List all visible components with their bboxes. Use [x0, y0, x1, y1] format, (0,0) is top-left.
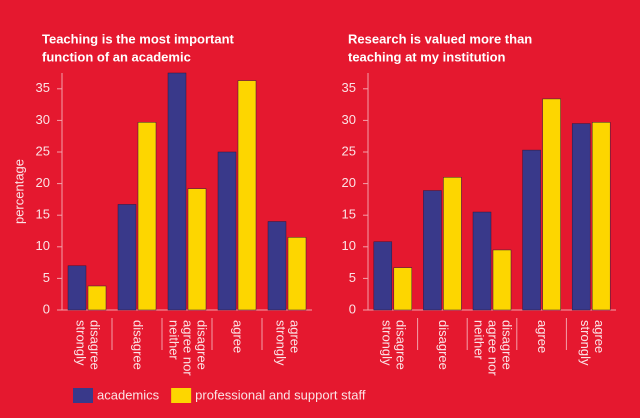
x-tick-label: strongly — [274, 320, 289, 366]
y-tick-label: 25 — [342, 143, 356, 158]
y-tick-label: 15 — [342, 207, 356, 222]
x-tick-label: agree — [592, 320, 607, 353]
x-tick-label: strongly — [578, 320, 593, 366]
x-tick-label: strongly — [74, 320, 89, 366]
y-tick-label: 35 — [36, 80, 50, 95]
bar — [542, 98, 561, 311]
x-tick-label: neither — [472, 320, 487, 360]
bar — [167, 72, 187, 311]
bar — [117, 204, 137, 311]
y-axis-label: percentage — [11, 159, 26, 224]
y-tick-label: 30 — [36, 112, 50, 127]
x-tick-label: agree — [288, 320, 303, 353]
y-tick-label: 5 — [349, 270, 356, 285]
y-tick-label: 25 — [36, 143, 50, 158]
y-tick-label: 20 — [36, 175, 50, 190]
y-tick-label: 5 — [43, 270, 50, 285]
bar — [267, 221, 287, 311]
legend-swatch — [73, 388, 93, 403]
bar — [472, 211, 492, 311]
bar — [217, 151, 237, 311]
bar — [373, 241, 393, 311]
chart-title: Research is valued more than — [348, 31, 532, 46]
bar — [443, 177, 462, 311]
x-tick-label: disagree — [393, 320, 408, 370]
x-tick-label: agree — [535, 320, 550, 353]
y-tick-label: 20 — [342, 175, 356, 190]
bar — [522, 149, 541, 311]
bar — [187, 188, 207, 311]
y-tick-label: 30 — [342, 112, 356, 127]
x-tick-label: disagree — [500, 320, 515, 370]
y-tick-label: 15 — [36, 207, 50, 222]
x-tick-label: strongly — [379, 320, 394, 366]
x-tick-label: disagree — [436, 320, 451, 370]
y-tick-label: 35 — [342, 80, 356, 95]
chart-title: function of an academic — [42, 49, 191, 64]
x-tick-label: agree — [231, 320, 246, 353]
y-tick-label: 10 — [36, 238, 50, 253]
bar — [237, 80, 257, 311]
bar — [591, 122, 611, 311]
bar — [287, 237, 307, 311]
x-tick-label: neither — [167, 320, 182, 360]
bar — [87, 285, 107, 311]
x-tick-label: disagree — [88, 320, 103, 370]
bar — [423, 190, 442, 311]
y-tick-label: 0 — [43, 301, 50, 316]
y-tick-label: 10 — [342, 238, 356, 253]
bar — [393, 267, 413, 311]
x-tick-label: agree nor — [486, 320, 501, 376]
x-tick-label: disagree — [195, 320, 210, 370]
legend-label: academics — [97, 387, 160, 402]
bar — [67, 265, 87, 311]
bar — [571, 123, 591, 311]
legend-label: professional and support staff — [195, 387, 366, 402]
bar — [137, 122, 157, 311]
x-tick-label: disagree — [131, 320, 146, 370]
chart-title: teaching at my institution — [348, 49, 506, 64]
y-tick-label: 0 — [349, 301, 356, 316]
bar — [492, 249, 512, 311]
legend-swatch — [171, 388, 192, 403]
x-tick-label: agree nor — [181, 320, 196, 376]
chart-title: Teaching is the most important — [42, 31, 235, 46]
